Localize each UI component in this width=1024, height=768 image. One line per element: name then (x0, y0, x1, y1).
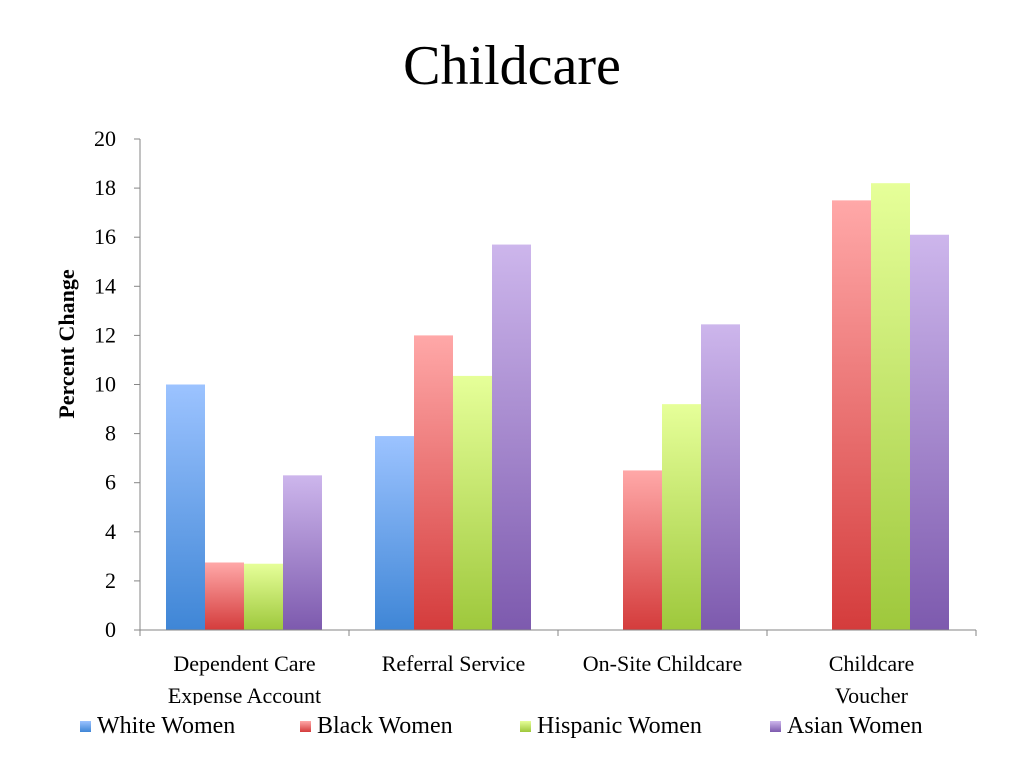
bar-asian-women-1 (492, 244, 531, 630)
bar-hispanic-women-0 (244, 563, 283, 630)
y-axis-title: Percent Change (54, 269, 79, 419)
legend-swatch (770, 720, 781, 732)
legend-item-asian-women: Asian Women (770, 709, 923, 743)
legend-label: Asian Women (787, 712, 923, 739)
bar-chart: Percent Change 0 2 4 6 8 10 12 14 16 18 20 Depende… (54, 126, 977, 705)
y-tick-label: 18 (94, 175, 116, 200)
legend-item-black-women: Black Women (300, 709, 453, 743)
legend-item-white-women: White Women (80, 709, 235, 743)
bar-hispanic-women-3 (871, 183, 910, 630)
bar-white-women-0 (166, 384, 205, 630)
legend-swatch (520, 720, 531, 732)
x-category-label: On-Site Childcare (583, 651, 742, 676)
bar-black-women-3 (832, 200, 871, 630)
x-category-label: Voucher (835, 683, 909, 705)
y-tick-label: 8 (105, 421, 116, 446)
legend: White Women Black Women Hispanic Women Asia… (0, 709, 1024, 743)
y-tick-label: 0 (105, 617, 116, 642)
x-category-label: Dependent Care (173, 651, 315, 676)
y-tick-label: 12 (94, 322, 116, 347)
legend-swatch (80, 720, 91, 732)
bar-hispanic-women-2 (662, 404, 701, 630)
x-category-label: Expense Account (168, 683, 321, 705)
bar-asian-women-0 (283, 475, 322, 630)
bar-asian-women-3 (910, 234, 949, 630)
legend-item-hispanic-women: Hispanic Women (520, 709, 702, 743)
x-category-label: Referral Service (382, 651, 526, 676)
bar-black-women-0 (205, 562, 244, 630)
bar-black-women-1 (414, 335, 453, 630)
legend-label: Black Women (317, 712, 453, 739)
chart-title: Childcare (403, 35, 621, 97)
bar-white-women-1 (375, 436, 414, 630)
y-tick-label: 4 (105, 519, 116, 544)
y-tick-label: 2 (105, 568, 116, 593)
bar-black-women-2 (623, 470, 662, 630)
y-tick-label: 16 (94, 224, 116, 249)
y-tick-label: 20 (94, 126, 116, 151)
y-tick-label: 6 (105, 470, 116, 495)
x-category-label: Childcare (829, 651, 915, 676)
legend-label: Hispanic Women (537, 712, 702, 739)
y-tick-label: 10 (94, 372, 116, 397)
bar-asian-women-2 (701, 324, 740, 630)
legend-label: White Women (97, 712, 236, 739)
bar-hispanic-women-1 (453, 375, 492, 630)
y-tick-label: 14 (94, 273, 116, 298)
legend-swatch (300, 720, 311, 732)
